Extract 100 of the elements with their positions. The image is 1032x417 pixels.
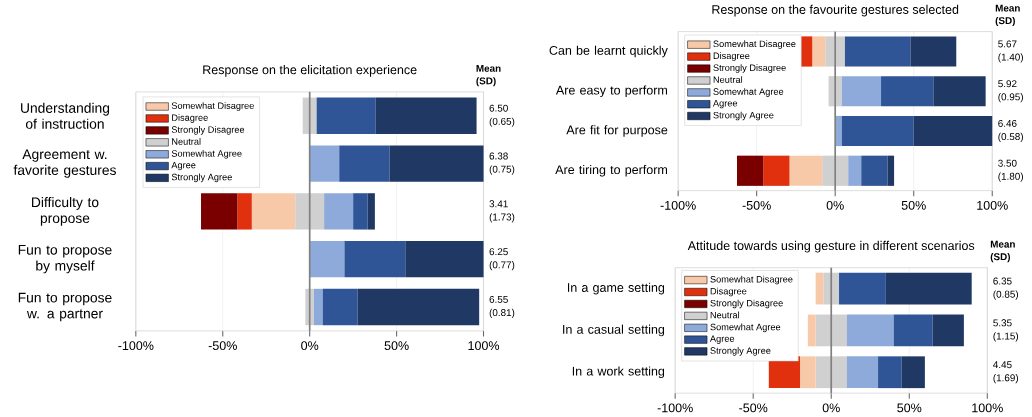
legend-label: Disagree: [713, 52, 750, 61]
text: Mean (SD): [995, 4, 1020, 27]
bar: [201, 193, 238, 230]
bar: [812, 36, 826, 67]
bar: [309, 241, 345, 278]
y-tick-label: Fun to propose by myself: [18, 245, 112, 274]
bar: [848, 155, 862, 186]
legend-label: Somewhat Agree: [710, 323, 781, 333]
x-tick-label: -100%: [118, 341, 154, 351]
legend-label: Agree: [709, 335, 735, 344]
text: 6.35 (0.85): [993, 277, 1019, 300]
bar: [835, 36, 845, 67]
bar: [901, 356, 925, 389]
bar: [887, 155, 895, 186]
x-tick-label: 100%: [468, 341, 500, 351]
legend-label: Disagree: [172, 114, 208, 123]
text: 6.38 (0.75): [489, 152, 515, 175]
bar: [322, 288, 358, 326]
bar: [913, 115, 993, 147]
text: 3.50 (1.80): [998, 159, 1023, 182]
y-tick-label: Agreement w. favorite gestures: [13, 149, 116, 178]
bar: [910, 36, 957, 67]
bar: [389, 145, 484, 182]
bar: [353, 193, 368, 230]
text: Mean (SD): [990, 240, 1015, 263]
y-tick-label: Difficulty to propose: [32, 197, 99, 226]
x-tick-label: -100%: [660, 200, 696, 210]
bar: [737, 155, 764, 186]
x-tick-label: 50%: [901, 200, 926, 210]
bar: [309, 145, 340, 182]
legend-label: Somewhat Disagree: [171, 102, 254, 111]
text: Mean (SD): [476, 65, 501, 87]
bar: [861, 155, 888, 186]
bar: [839, 272, 886, 305]
x-tick-label: 100%: [977, 200, 1008, 210]
bar: [807, 314, 816, 347]
x-tick-label: 0%: [301, 341, 319, 351]
bar: [933, 76, 986, 107]
bar: [237, 193, 252, 230]
bar: [893, 314, 933, 347]
bar: [846, 314, 894, 347]
bar: [295, 193, 310, 230]
y-tick-label: Understanding of instruction: [21, 102, 110, 129]
legend-label: Disagree: [710, 287, 747, 297]
bar: [324, 193, 354, 230]
bar: [831, 356, 847, 389]
x-tick-label: 50%: [897, 403, 922, 413]
text: 3.41 (1.73): [489, 200, 515, 223]
y-tick-label: Are easy to perform: [555, 85, 668, 98]
y-tick-label: Are tiring to perform: [555, 165, 668, 177]
y-tick-label: In a casual setting: [563, 324, 665, 337]
bar: [344, 241, 406, 278]
chart-title: Response on the elicitation experience: [203, 65, 417, 77]
legend-label: Strongly Disagree: [710, 299, 783, 309]
text: 4.45 (1.69): [993, 361, 1019, 384]
bar: [831, 314, 847, 347]
legend-label: Strongly Agree: [171, 173, 232, 183]
bar: [885, 272, 972, 305]
x-tick-label: -100%: [657, 403, 693, 413]
bar: [822, 155, 836, 186]
bar: [815, 356, 832, 389]
y-tick-label: In a work setting: [572, 366, 665, 379]
legend-label: Neutral: [713, 76, 743, 84]
x-tick-label: -50%: [739, 403, 768, 413]
text: 5.67 (1.40): [998, 40, 1023, 63]
bar: [835, 155, 849, 186]
legend-label: Somewhat Disagree: [710, 275, 793, 285]
legend-label: Strongly Agree: [710, 347, 771, 356]
y-tick-label: Can be learnt quickly: [549, 45, 668, 58]
legend-label: Strongly Disagree: [171, 126, 245, 135]
bar: [405, 241, 484, 278]
y-tick-label: Fun to propose w. a partner: [18, 292, 112, 322]
bar: [316, 97, 376, 135]
bar: [309, 193, 325, 230]
legend-label: Neutral: [172, 138, 201, 145]
legend-label: Somewhat Disagree: [713, 40, 796, 49]
bar: [846, 356, 879, 389]
text: 6.50 (0.65): [489, 104, 515, 127]
x-tick-label: 0%: [826, 200, 844, 210]
y-tick-label: Are fit for purpose: [566, 125, 668, 137]
legend-label: Somewhat Agree: [171, 150, 242, 159]
legend-label: Somewhat Agree: [713, 88, 784, 97]
text: 5.35 (1.15): [993, 319, 1019, 342]
y-tick-label: In a game setting: [567, 282, 665, 295]
x-tick-label: 50%: [384, 341, 409, 351]
legend-label: Neutral: [710, 311, 740, 319]
text: 6.55 (0.81): [489, 296, 515, 319]
bar: [357, 288, 480, 326]
text: 6.46 (0.58): [998, 120, 1023, 143]
bar: [763, 155, 790, 186]
bar: [881, 76, 934, 107]
bar: [841, 76, 882, 107]
bar: [339, 145, 390, 182]
text: 6.25 (0.77): [489, 248, 515, 271]
chart-title: Attitude towards using gesture in different scenarios: [687, 240, 975, 253]
bar: [789, 155, 823, 186]
bar: [844, 36, 911, 67]
bar: [251, 193, 296, 230]
bar: [841, 115, 914, 147]
bar: [800, 356, 816, 389]
